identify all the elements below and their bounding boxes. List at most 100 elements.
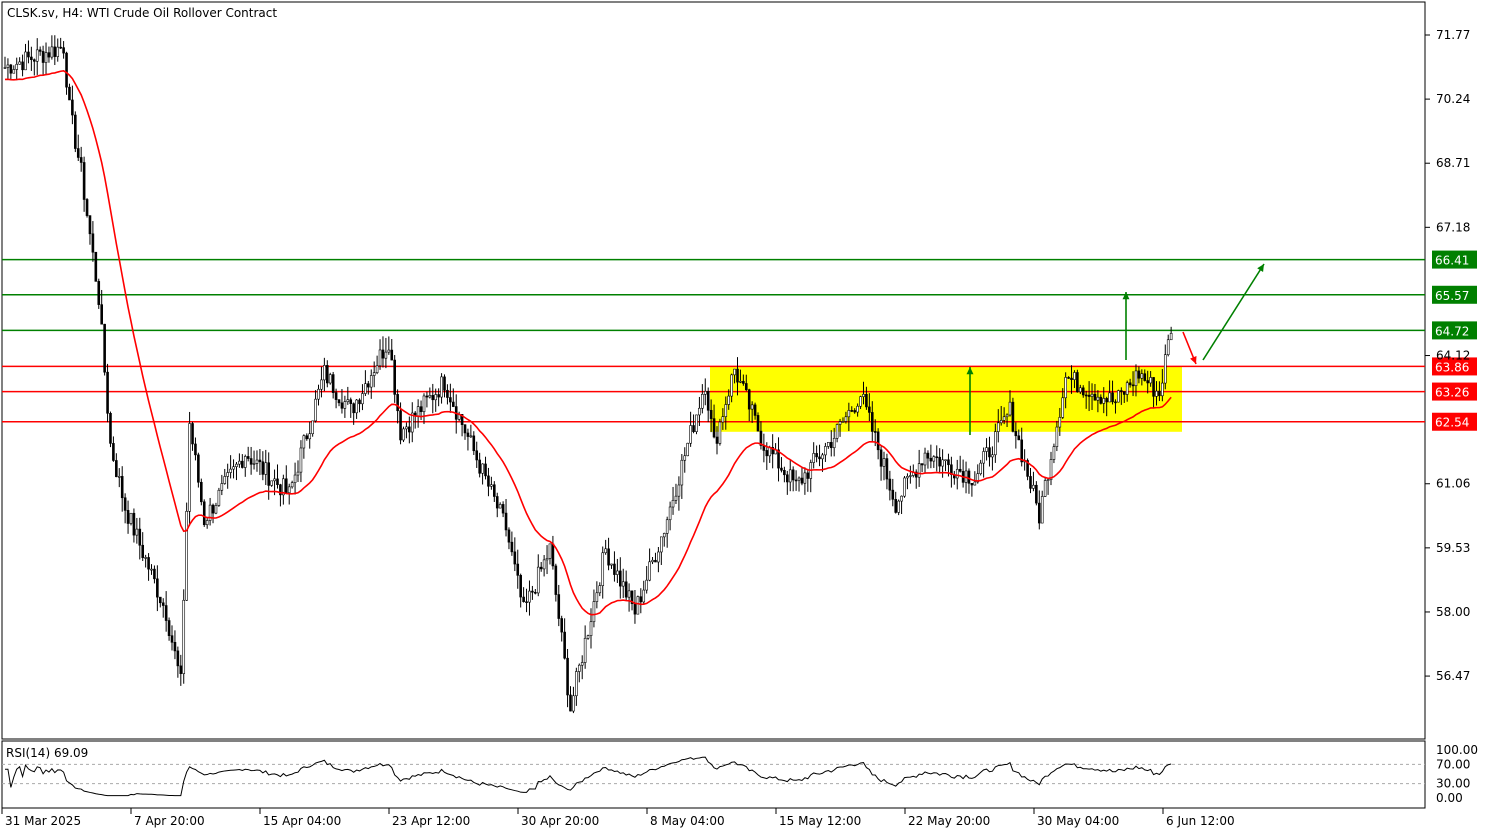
candle-body	[405, 426, 408, 430]
level-tag	[1432, 321, 1477, 340]
price-tick-label: 64.12	[1436, 349, 1470, 363]
candle-body	[378, 349, 382, 367]
rsi-pane-border	[1, 740, 1426, 809]
candle-body	[516, 563, 520, 576]
candle-body	[1070, 377, 1073, 380]
candle-body	[633, 603, 637, 615]
candle-body	[425, 395, 429, 398]
candle-body	[742, 381, 745, 384]
candle-body	[1161, 382, 1164, 397]
candle-body	[243, 456, 247, 468]
candle-body	[478, 459, 481, 474]
candle-body	[317, 388, 320, 400]
candle-body	[709, 409, 713, 419]
candle-body	[1032, 484, 1035, 489]
candle-body	[117, 476, 121, 478]
candle-body	[648, 561, 651, 581]
candle-body	[35, 49, 39, 62]
candle-body	[1108, 392, 1111, 403]
candle-body	[393, 359, 396, 395]
candle-body	[534, 591, 537, 594]
candle-body	[712, 418, 716, 438]
candle-body	[223, 476, 227, 484]
candle-body	[361, 393, 364, 405]
candle-body	[545, 558, 549, 561]
candle-body	[876, 431, 880, 451]
candle-body	[618, 570, 622, 587]
candle-body	[994, 431, 997, 456]
candle-body	[59, 46, 62, 49]
candle-body	[827, 442, 830, 447]
candle-body	[507, 529, 511, 543]
rsi-label: RSI(14) 69.09	[6, 746, 88, 760]
candle-body	[1111, 392, 1114, 403]
candle-body	[797, 477, 801, 481]
candle-body	[724, 404, 728, 417]
candle-body	[487, 475, 490, 487]
candle-body	[750, 404, 754, 410]
candle-body	[645, 579, 648, 591]
candle-body	[513, 551, 517, 565]
candle-body	[279, 484, 282, 496]
candle-body	[167, 620, 171, 636]
candle-body	[1052, 446, 1056, 460]
candle-body	[938, 456, 941, 467]
candle-body	[79, 157, 83, 163]
candle-body	[589, 621, 593, 636]
candle-body	[1143, 373, 1147, 381]
candle-body	[1064, 377, 1067, 399]
candle-body	[419, 406, 423, 413]
candle-body	[53, 46, 57, 57]
candle-body	[472, 435, 476, 452]
candle-body	[150, 568, 153, 571]
candle-body	[1102, 398, 1106, 404]
candle-body	[325, 365, 329, 384]
candle-body	[586, 635, 590, 639]
candle-body	[560, 618, 564, 633]
candle-body	[1084, 394, 1088, 397]
candle-body	[1020, 439, 1024, 463]
date-tick-label: 30 Apr 20:00	[521, 814, 599, 828]
candle-body	[803, 472, 807, 484]
candle-body	[1169, 332, 1173, 341]
candle-body	[689, 425, 692, 444]
candle-body	[786, 474, 789, 483]
candle-body	[308, 433, 312, 440]
rsi-tick-label: 100.00	[1436, 743, 1478, 757]
candle-body	[923, 452, 927, 466]
candle-body	[334, 392, 338, 400]
candle-body	[422, 395, 426, 413]
candle-body	[744, 383, 748, 391]
candle-body	[909, 475, 912, 477]
candle-body	[592, 601, 596, 623]
candle-body	[188, 423, 191, 512]
candle-body	[24, 51, 27, 71]
candle-body	[914, 471, 918, 478]
price-tick-label: 61.06	[1436, 477, 1470, 491]
candle-body	[1090, 393, 1094, 397]
candle-body	[299, 447, 303, 473]
candle-body	[1125, 382, 1129, 395]
candle-body	[38, 49, 42, 52]
candle-body	[920, 463, 924, 466]
candle-body	[396, 394, 399, 412]
candle-body	[598, 585, 602, 594]
candle-body	[718, 421, 722, 444]
date-tick-label: 31 Mar 2025	[5, 814, 81, 828]
candle-body	[575, 671, 578, 697]
candle-body	[220, 483, 224, 491]
candle-body	[955, 468, 959, 479]
candle-body	[6, 64, 10, 68]
candle-body	[1152, 377, 1155, 397]
candle-body	[501, 504, 505, 514]
candle-body	[1011, 401, 1015, 432]
candle-body	[74, 114, 77, 149]
candle-body	[812, 453, 815, 463]
candle-body	[32, 59, 36, 62]
candle-body	[226, 472, 229, 477]
candle-body	[270, 480, 273, 486]
candle-body	[572, 695, 575, 712]
candle-body	[3, 67, 7, 69]
candle-body	[15, 63, 19, 70]
